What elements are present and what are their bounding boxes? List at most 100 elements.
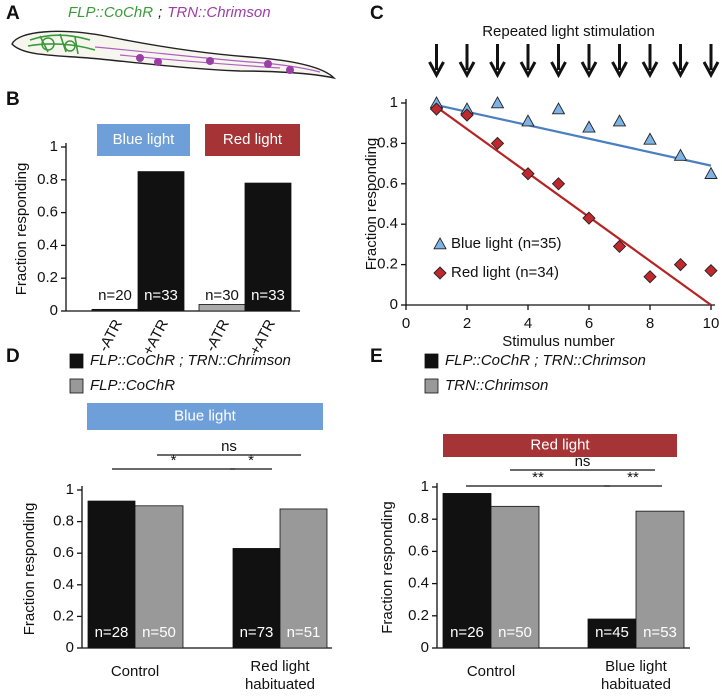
y-tick-label: 0.2 xyxy=(53,607,74,624)
legend-n-label: (n=34) xyxy=(515,264,559,281)
genotype-1: FLP::CoChR xyxy=(68,4,153,21)
y-tick-label: 0.8 xyxy=(37,171,58,188)
stimulus-arrow xyxy=(702,44,720,79)
x-tick-label: -ATR xyxy=(95,317,126,355)
n-label: n=33 xyxy=(251,287,285,304)
x-tick-label: habituated xyxy=(601,676,671,693)
bar xyxy=(91,308,139,312)
n-label: n=50 xyxy=(142,624,176,641)
x-tick-label: Control xyxy=(111,663,159,680)
n-label: n=51 xyxy=(287,624,321,641)
banner-label: Red light xyxy=(530,436,590,453)
y-tick-label: 0.6 xyxy=(53,544,74,561)
x-tick-label: Control xyxy=(467,663,515,680)
y-tick-label: 0 xyxy=(50,302,58,319)
y-tick-label: 0.4 xyxy=(377,215,398,232)
legend-label: TRN::Chrimson xyxy=(445,377,548,394)
y-tick-label: 1 xyxy=(66,481,74,498)
n-label: n=33 xyxy=(144,287,178,304)
bar xyxy=(137,171,185,312)
y-tick-label: 0.6 xyxy=(408,542,429,559)
n-label: n=20 xyxy=(98,287,132,304)
banner xyxy=(443,434,677,457)
x-tick-label: 6 xyxy=(585,315,593,332)
stimulus-arrow xyxy=(611,44,628,79)
significance-label: ** xyxy=(627,469,639,486)
y-axis-label: Fraction responding xyxy=(379,501,396,634)
y-tick-label: 0.8 xyxy=(53,513,74,530)
bar xyxy=(232,548,281,649)
y-tick-label: 0.2 xyxy=(408,607,429,624)
n-label: n=30 xyxy=(205,287,239,304)
y-tick-label: 0 xyxy=(390,296,398,313)
banner-label: Blue light xyxy=(113,131,176,148)
stimulus-arrow xyxy=(428,44,445,79)
x-tick-label: 8 xyxy=(646,315,654,332)
y-axis-label: Fraction responding xyxy=(13,163,30,296)
bar xyxy=(635,510,685,649)
worm-drawing xyxy=(11,30,337,80)
genotype-title: FLP::CoChR; TRN::Chrimson xyxy=(68,4,271,21)
x-axis-label: Stimulus number xyxy=(502,333,615,350)
y-axis-label: Fraction responding xyxy=(363,138,380,271)
point xyxy=(460,108,474,122)
legend-label: Red light xyxy=(451,264,511,281)
panel-label: B xyxy=(6,89,20,110)
stimulus-arrow xyxy=(519,44,537,79)
point xyxy=(490,96,505,109)
y-tick-label: 0.8 xyxy=(377,134,398,151)
point xyxy=(521,114,535,127)
x-tick-label: Red light xyxy=(250,658,310,675)
chart-title: Repeated light stimulation xyxy=(482,23,655,40)
bar xyxy=(87,500,136,649)
n-label: n=50 xyxy=(498,624,532,641)
stimulus-arrow xyxy=(641,44,659,79)
y-tick-label: 0.6 xyxy=(37,204,58,221)
bar xyxy=(244,182,292,312)
significance-label: ** xyxy=(532,469,544,486)
banner xyxy=(97,124,190,156)
point xyxy=(612,239,627,254)
n-label: n=73 xyxy=(240,624,274,641)
x-tick-label: 0 xyxy=(402,315,410,332)
x-tick-label: 10 xyxy=(703,315,720,332)
separator: ; xyxy=(158,4,162,21)
y-axis-label: Fraction responding xyxy=(21,503,38,636)
stimulus-arrow xyxy=(550,44,567,79)
point xyxy=(643,270,657,284)
legend-label: FLP::CoChR xyxy=(90,377,175,394)
bar xyxy=(442,493,492,649)
legend-marker xyxy=(433,266,447,280)
stimulus-arrow xyxy=(489,44,506,79)
bar xyxy=(198,304,246,312)
bar xyxy=(134,505,184,649)
y-tick-label: 0.4 xyxy=(37,236,58,253)
legend-swatch xyxy=(69,378,84,394)
y-tick-label: 0.2 xyxy=(377,256,398,273)
legend-swatch xyxy=(424,353,439,369)
legend-label: FLP::CoChR ; TRN::Chrimson xyxy=(90,352,291,369)
banner-label: Red light xyxy=(223,131,283,148)
banner xyxy=(87,403,323,430)
x-tick-label: habituated xyxy=(245,676,315,693)
x-tick-label: 2 xyxy=(463,315,471,332)
significance-label: * xyxy=(171,452,177,469)
point xyxy=(673,148,688,161)
point xyxy=(490,136,505,151)
point xyxy=(551,177,566,191)
y-tick-label: 1 xyxy=(390,94,398,111)
stimulus-arrow xyxy=(580,44,598,79)
legend-marker xyxy=(433,237,447,250)
panel-label: C xyxy=(370,3,384,24)
point xyxy=(521,167,535,181)
y-tick-label: 0.6 xyxy=(377,175,398,192)
x-tick-label: 4 xyxy=(524,315,532,332)
n-label: n=53 xyxy=(643,624,677,641)
point xyxy=(704,166,718,179)
legend-swatch xyxy=(424,378,439,394)
bar xyxy=(587,618,637,649)
y-tick-label: 0.4 xyxy=(408,575,429,592)
legend-label: Blue light xyxy=(451,235,514,252)
y-tick-label: 0.8 xyxy=(408,510,429,527)
panel-label: D xyxy=(6,346,20,367)
